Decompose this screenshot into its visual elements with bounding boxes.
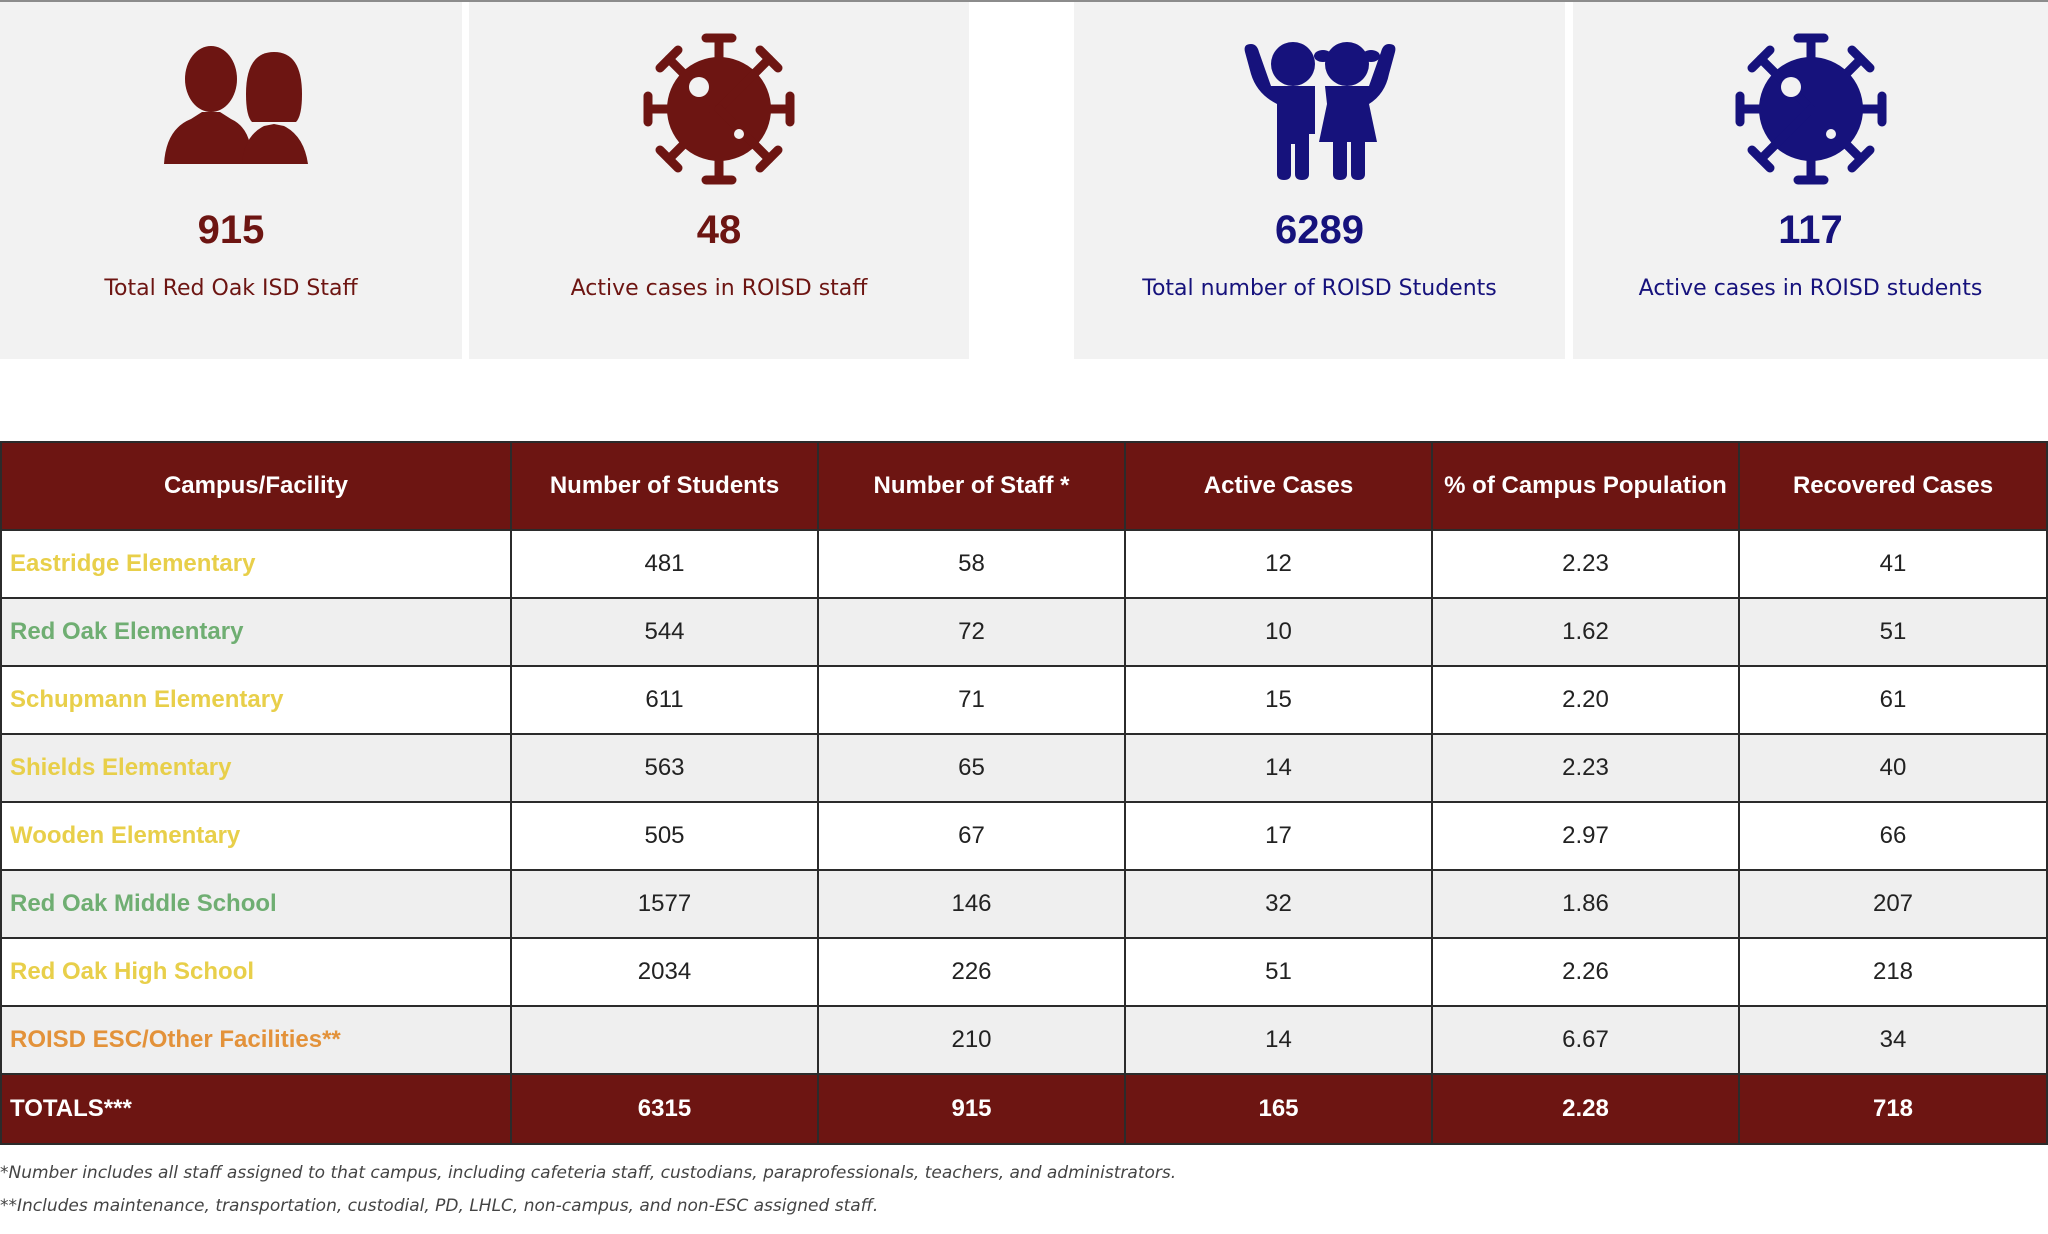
cell-campus-name: Red Oak High School	[0, 937, 512, 1007]
cell-active-cases: 15	[1124, 665, 1433, 735]
cell-students: 1577	[510, 869, 819, 939]
cell-staff: 67	[817, 801, 1126, 871]
cell-students: 2034	[510, 937, 819, 1007]
cell-staff: 65	[817, 733, 1126, 803]
cell-recovered: 218	[1738, 937, 2048, 1007]
stat-value: 915	[197, 208, 265, 252]
table-row: Schupmann Elementary 611 71 15 2.20 61	[0, 665, 2048, 735]
footnote-other-facilities: **Includes maintenance, transportation, …	[0, 1196, 879, 1216]
total-cell-students: 6315	[510, 1073, 819, 1145]
cell-percent-population: 2.97	[1431, 801, 1740, 871]
cell-students	[510, 1005, 819, 1075]
table-row: ROISD ESC/Other Facilities** 210 14 6.67 34	[0, 1005, 2048, 1075]
table-row: Wooden Elementary 505 67 17 2.97 66	[0, 801, 2048, 871]
campus-cases-table: Campus/Facility Number of Students Numbe…	[0, 441, 2048, 1145]
table-row: Red Oak Elementary 544 72 10 1.62 51	[0, 597, 2048, 667]
column-header-recovered: Recovered Cases	[1738, 441, 2048, 531]
stat-card-staff-active-cases: 48 Active cases in ROISD staff	[469, 2, 969, 359]
cell-percent-population: 1.86	[1431, 869, 1740, 939]
cell-percent-population: 2.26	[1431, 937, 1740, 1007]
cell-percent-population: 6.67	[1431, 1005, 1740, 1075]
cell-campus-name: ROISD ESC/Other Facilities**	[0, 1005, 512, 1075]
table-row: Eastridge Elementary 481 58 12 2.23 41	[0, 529, 2048, 599]
cell-staff: 146	[817, 869, 1126, 939]
cell-staff: 72	[817, 597, 1126, 667]
cell-percent-population: 2.23	[1431, 733, 1740, 803]
stat-card-total-students: 6289 Total number of ROISD Students	[1074, 2, 1565, 359]
column-header-campus: Campus/Facility	[0, 441, 512, 531]
cell-recovered: 41	[1738, 529, 2048, 599]
cell-active-cases: 12	[1124, 529, 1433, 599]
virus-icon	[634, 24, 804, 194]
stat-label: Active cases in ROISD students	[1638, 276, 1983, 301]
cell-students: 544	[510, 597, 819, 667]
cell-staff: 71	[817, 665, 1126, 735]
virus-icon	[1726, 24, 1896, 194]
column-header-percent-population: % of Campus Population	[1431, 441, 1740, 531]
cell-staff: 58	[817, 529, 1126, 599]
stat-value: 117	[1778, 208, 1843, 252]
totals-row: TOTALS*** 6315 915 165 2.28 718	[0, 1073, 2048, 1145]
cell-students: 611	[510, 665, 819, 735]
stat-card-total-staff: 915 Total Red Oak ISD Staff	[0, 2, 462, 359]
top-divider	[0, 0, 2048, 2]
cell-recovered: 207	[1738, 869, 2048, 939]
total-cell-active-cases: 165	[1124, 1073, 1433, 1145]
cell-active-cases: 51	[1124, 937, 1433, 1007]
cell-campus-name: Wooden Elementary	[0, 801, 512, 871]
cell-active-cases: 32	[1124, 869, 1433, 939]
staff-silhouettes-icon	[146, 24, 316, 194]
cell-totals-label: TOTALS***	[0, 1073, 512, 1145]
column-header-active-cases: Active Cases	[1124, 441, 1433, 531]
table-row: Red Oak High School 2034 226 51 2.26 218	[0, 937, 2048, 1007]
cell-students: 505	[510, 801, 819, 871]
footnote-staff: *Number includes all staff assigned to t…	[0, 1163, 1177, 1183]
cell-percent-population: 2.23	[1431, 529, 1740, 599]
cell-active-cases: 10	[1124, 597, 1433, 667]
children-icon	[1235, 24, 1405, 194]
cell-active-cases: 14	[1124, 733, 1433, 803]
cell-recovered: 61	[1738, 665, 2048, 735]
stat-value: 6289	[1275, 208, 1364, 252]
stat-value: 48	[696, 208, 742, 252]
cell-recovered: 66	[1738, 801, 2048, 871]
total-cell-recovered: 718	[1738, 1073, 2048, 1145]
cell-recovered: 51	[1738, 597, 2048, 667]
total-cell-percent-population: 2.28	[1431, 1073, 1740, 1145]
cell-active-cases: 14	[1124, 1005, 1433, 1075]
cell-students: 481	[510, 529, 819, 599]
stat-label: Total number of ROISD Students	[1142, 276, 1497, 301]
cell-active-cases: 17	[1124, 801, 1433, 871]
cell-campus-name: Red Oak Middle School	[0, 869, 512, 939]
cell-percent-population: 2.20	[1431, 665, 1740, 735]
cell-staff: 210	[817, 1005, 1126, 1075]
total-cell-staff: 915	[817, 1073, 1126, 1145]
cell-campus-name: Red Oak Elementary	[0, 597, 512, 667]
cell-percent-population: 1.62	[1431, 597, 1740, 667]
table-header-row: Campus/Facility Number of Students Numbe…	[0, 441, 2048, 531]
stat-card-student-active-cases: 117 Active cases in ROISD students	[1573, 2, 2048, 359]
cell-staff: 226	[817, 937, 1126, 1007]
column-header-students: Number of Students	[510, 441, 819, 531]
column-header-staff: Number of Staff *	[817, 441, 1126, 531]
cell-campus-name: Eastridge Elementary	[0, 529, 512, 599]
cell-recovered: 40	[1738, 733, 2048, 803]
cell-campus-name: Shields Elementary	[0, 733, 512, 803]
cell-students: 563	[510, 733, 819, 803]
stat-label: Active cases in ROISD staff	[570, 276, 868, 301]
table-row: Red Oak Middle School 1577 146 32 1.86 207	[0, 869, 2048, 939]
stat-label: Total Red Oak ISD Staff	[104, 276, 358, 301]
cell-campus-name: Schupmann Elementary	[0, 665, 512, 735]
table-row: Shields Elementary 563 65 14 2.23 40	[0, 733, 2048, 803]
cell-recovered: 34	[1738, 1005, 2048, 1075]
